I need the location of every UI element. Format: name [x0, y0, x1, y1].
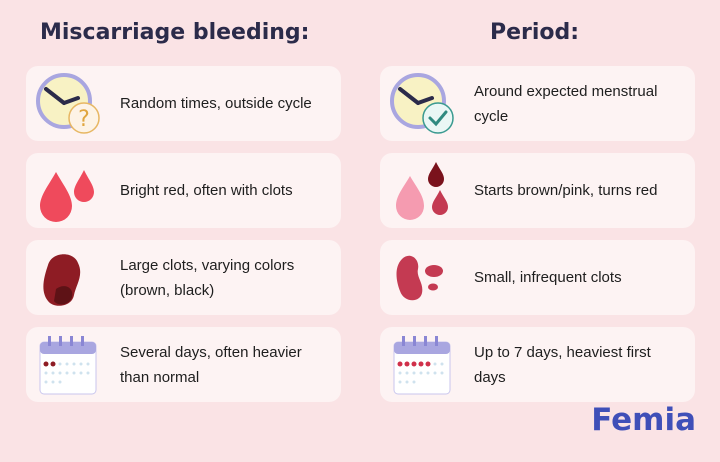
calendar-icon [39, 335, 97, 394]
large-clot-icon [43, 253, 81, 306]
blood-drops-icon [396, 161, 448, 220]
card-text: Starts brown/pink, turns red [474, 182, 658, 199]
miscarriage-title: Miscarriage bleeding: [40, 20, 310, 45]
card-text: Several days, often heavier than normal [120, 343, 302, 386]
card-text: Small, infrequent clots [474, 269, 622, 286]
clock-question-icon: ? [36, 72, 100, 134]
card-text: Up to 7 days, heaviest first days [474, 343, 651, 386]
card-text: Random times, outside cycle [120, 95, 312, 112]
card-duration: Up to 7 days, heaviest first days [380, 327, 695, 402]
period-column: Around expected menstrual cycle Starts b… [380, 66, 695, 414]
clock-check-icon [390, 72, 454, 134]
card-timing: ? Random times, outside cycle [26, 66, 341, 141]
card-timing: Around expected menstrual cycle [380, 66, 695, 141]
card-duration: Several days, often heavier than normal [26, 327, 341, 402]
card-color: Bright red, often with clots [26, 153, 341, 228]
calendar-icon [393, 335, 451, 394]
miscarriage-column: ? Random times, outside cycle Bright red… [26, 66, 341, 414]
small-clots-icon [396, 255, 443, 300]
card-text: Large clots, varying colors (brown, blac… [120, 256, 295, 299]
card-text: Around expected menstrual cycle [474, 82, 658, 125]
card-text: Bright red, often with clots [120, 182, 293, 199]
svg-text:?: ? [78, 107, 90, 132]
femia-logo: Femia [591, 402, 696, 438]
card-color: Starts brown/pink, turns red [380, 153, 695, 228]
card-clots: Small, infrequent clots [380, 240, 695, 315]
card-clots: Large clots, varying colors (brown, blac… [26, 240, 341, 315]
blood-drops-icon [40, 169, 94, 222]
period-title: Period: [490, 20, 580, 45]
